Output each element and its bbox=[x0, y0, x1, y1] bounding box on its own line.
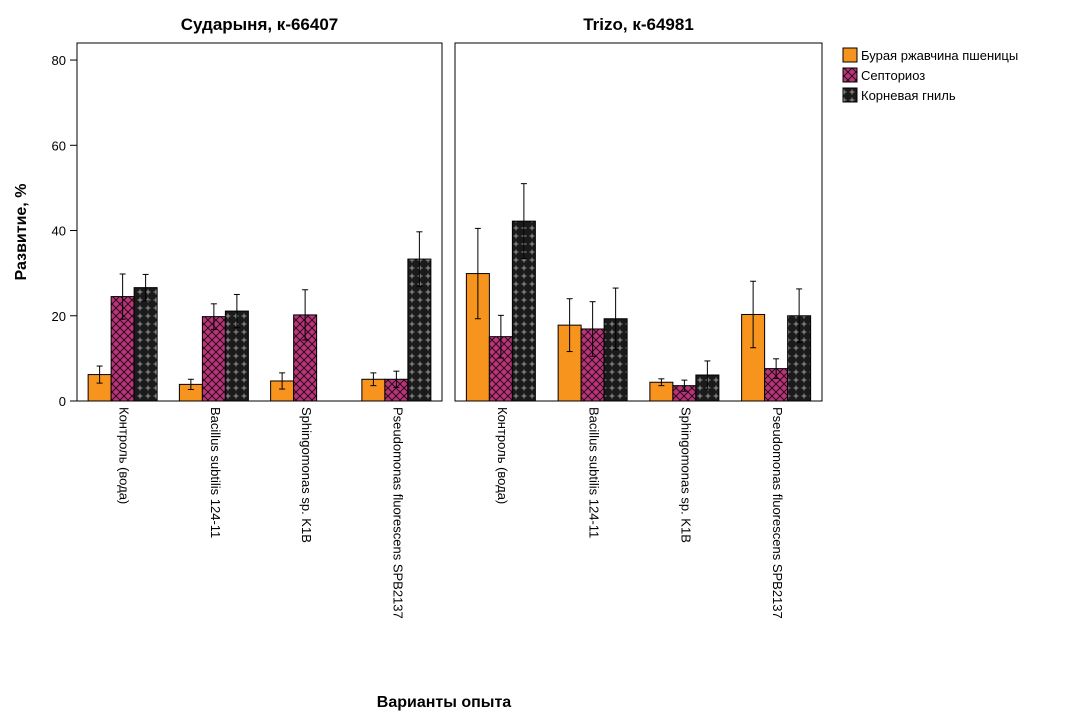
error-bar bbox=[96, 365, 103, 384]
panel-title: Trizo, к-64981 bbox=[583, 15, 694, 34]
error-bar bbox=[773, 358, 780, 379]
error-bar bbox=[520, 183, 527, 260]
legend-swatch bbox=[842, 67, 858, 83]
legend-item: Септориоз bbox=[842, 67, 925, 83]
y-tick-label: 40 bbox=[52, 224, 66, 239]
error-bar bbox=[658, 378, 665, 387]
category-label: Sphingomonas sp. K1B bbox=[299, 407, 314, 543]
y-tick-label: 60 bbox=[52, 138, 66, 153]
panel-title: Сударыня, к-66407 bbox=[181, 15, 339, 34]
error-bar bbox=[474, 227, 481, 320]
error-bar bbox=[119, 273, 126, 320]
error-bar bbox=[796, 288, 803, 344]
error-bar bbox=[370, 372, 377, 387]
y-axis-title: Развитие, % bbox=[13, 184, 30, 281]
legend-label: Бурая ржавчина пшеницы bbox=[861, 48, 1018, 63]
panels-layer: Сударыня, к-66407 Контроль (вода) Bacillus… bbox=[76, 15, 823, 619]
y-tick-label: 20 bbox=[52, 309, 66, 324]
y-tick-label: 80 bbox=[52, 53, 66, 68]
panel-frame bbox=[454, 42, 823, 402]
error-bar bbox=[210, 303, 217, 330]
error-bar bbox=[612, 287, 619, 350]
y-tick-label: 0 bbox=[59, 394, 66, 409]
legend-item: Бурая ржавчина пшеницы bbox=[842, 47, 1018, 63]
x-axis-title: Варианты опыта bbox=[377, 694, 512, 711]
category-label: Pseudomonas fluorescens SPB2137 bbox=[770, 407, 785, 619]
error-bar bbox=[302, 289, 309, 341]
error-bar bbox=[589, 301, 596, 357]
category-label: Pseudomonas fluorescens SPB2137 bbox=[390, 407, 405, 619]
error-bar bbox=[704, 360, 711, 390]
panel-2: Trizo, к-64981 Контроль (вода) Bacillus su… bbox=[454, 15, 823, 619]
error-bar bbox=[681, 379, 688, 392]
error-bar bbox=[142, 273, 149, 302]
error-bar bbox=[187, 378, 194, 390]
panel-1: Сударыня, к-66407 Контроль (вода) Bacillus… bbox=[76, 15, 443, 619]
panel-frame bbox=[76, 42, 443, 402]
category-label: Bacillus subtilis 124-11 bbox=[208, 407, 223, 538]
category-label: Контроль (вода) bbox=[117, 407, 132, 504]
error-bar bbox=[279, 372, 286, 390]
error-bar bbox=[416, 231, 423, 287]
category-label: Sphingomonas sp. K1B bbox=[678, 407, 693, 543]
bar bbox=[133, 287, 158, 402]
legend: Бурая ржавчина пшеницы Септориоз Корневая … bbox=[842, 47, 1018, 103]
error-bar bbox=[566, 298, 573, 353]
legend-item: Корневая гниль bbox=[842, 87, 956, 103]
category-label: Контроль (вода) bbox=[495, 407, 510, 504]
legend-label: Корневая гниль bbox=[861, 88, 956, 103]
legend-swatch bbox=[842, 87, 858, 103]
error-bar bbox=[497, 314, 504, 359]
legend-swatch bbox=[842, 47, 858, 63]
category-label: Bacillus subtilis 124-11 bbox=[587, 407, 602, 538]
error-bar bbox=[233, 293, 240, 329]
error-bar bbox=[750, 280, 757, 349]
legend-label: Септориоз bbox=[861, 68, 925, 83]
error-bar bbox=[393, 370, 400, 388]
y-axis: 0 20 40 60 80 bbox=[52, 53, 77, 409]
